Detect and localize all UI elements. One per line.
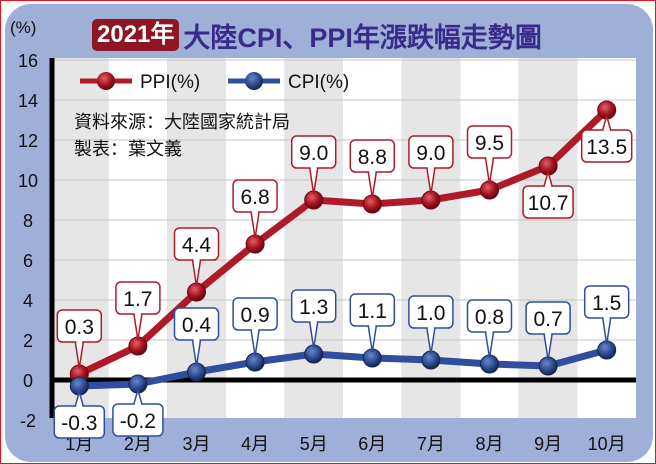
data-label: 1.7 <box>115 281 161 341</box>
data-label: 1.1 <box>349 293 396 353</box>
svg-text:4.4: 4.4 <box>182 234 212 257</box>
legend-item: PPI(%) <box>80 72 200 93</box>
data-label: -0.2 <box>112 387 164 437</box>
svg-text:-0.2: -0.2 <box>120 410 156 433</box>
y-axis-unit: (%) <box>10 18 37 37</box>
source-note: 資料來源：大陸國家統計局 <box>74 112 290 133</box>
svg-text:0.7: 0.7 <box>533 308 562 331</box>
data-label: 0.8 <box>466 299 513 359</box>
data-label: 1.0 <box>408 295 454 355</box>
svg-text:9.5: 9.5 <box>475 132 504 155</box>
svg-text:1.3: 1.3 <box>299 296 328 319</box>
svg-text:8.8: 8.8 <box>358 146 387 169</box>
data-label: 10.7 <box>522 169 574 219</box>
data-label: -0.3 <box>53 389 106 439</box>
svg-text:CPI(%): CPI(%) <box>288 72 349 93</box>
svg-text:13.5: 13.5 <box>586 136 627 159</box>
svg-text:1.1: 1.1 <box>358 300 387 323</box>
data-label: 13.5 <box>580 113 633 163</box>
x-tick-label: 2月 <box>124 434 152 454</box>
x-tick-label: 1月 <box>65 434 93 454</box>
svg-text:1.5: 1.5 <box>592 292 621 315</box>
svg-text:0.4: 0.4 <box>182 314 212 337</box>
y-tick-label: 2 <box>23 331 33 351</box>
x-tick-label: 4月 <box>241 434 269 454</box>
x-tick-label: 5月 <box>300 434 328 454</box>
y-tick-label: 6 <box>23 251 33 271</box>
x-tick-label: 9月 <box>534 434 562 454</box>
data-label: 0.4 <box>173 307 220 367</box>
chart-title: 2021年 大陸CPI、PPI年漲跌幅走勢圖 <box>92 18 542 53</box>
legend-item: CPI(%) <box>228 72 349 93</box>
svg-text:9.0: 9.0 <box>299 142 328 165</box>
data-label: 0.7 <box>525 301 571 361</box>
legend: PPI(%) CPI(%) <box>80 72 349 93</box>
y-tick-label: 14 <box>18 91 38 111</box>
data-label: 4.4 <box>173 227 220 287</box>
svg-text:PPI(%): PPI(%) <box>140 72 200 93</box>
y-tick-label: 4 <box>23 291 33 311</box>
y-tick-label: 0 <box>23 371 33 391</box>
y-tick-label: 16 <box>18 51 38 71</box>
x-tick-label: 10月 <box>588 434 626 454</box>
svg-text:0.3: 0.3 <box>65 316 94 339</box>
data-label: 9.0 <box>290 135 337 195</box>
credit-note: 製表：葉文義 <box>74 139 182 160</box>
y-tick-label: 12 <box>18 131 38 151</box>
svg-text:0.9: 0.9 <box>240 304 269 327</box>
svg-text:0.8: 0.8 <box>475 306 504 329</box>
svg-text:-0.3: -0.3 <box>61 412 97 435</box>
svg-text:9.0: 9.0 <box>416 142 445 165</box>
y-tick-label: -2 <box>20 411 36 431</box>
y-axis-ticks: 16 14 12 10 8 6 4 2 0 -2 <box>18 51 38 431</box>
ppi-line <box>77 107 610 378</box>
series-lines <box>69 100 617 396</box>
column-stripe <box>284 58 343 418</box>
x-tick-label: 6月 <box>358 434 386 454</box>
cpi-line <box>79 346 608 390</box>
x-tick-label: 3月 <box>182 434 210 454</box>
y-tick-label: 8 <box>23 211 33 231</box>
svg-text:1.0: 1.0 <box>416 302 445 325</box>
data-label: 0.3 <box>56 309 103 369</box>
data-labels: 0.3 1.7 4.4 6.8 9.0 8.8 9.0 9.5 10.7 13.5 -0.3 -0.2… <box>53 113 633 439</box>
data-label: 9.0 <box>408 135 454 195</box>
data-label: 8.8 <box>349 139 396 199</box>
svg-text:6.8: 6.8 <box>240 186 269 209</box>
title-year-badge: 2021年 <box>92 19 180 51</box>
data-label: 0.9 <box>232 297 278 357</box>
svg-text:10.7: 10.7 <box>528 192 569 215</box>
title-main-text: 大陸CPI、PPI年漲跌幅走勢圖 <box>183 22 542 53</box>
data-label: 1.3 <box>290 289 337 349</box>
x-axis-ticks: 1月 2月 3月 4月 5月 6月 7月 8月 9月 10月 <box>65 434 625 454</box>
x-tick-label: 7月 <box>417 434 445 454</box>
y-tick-label: 10 <box>18 171 38 191</box>
x-tick-label: 8月 <box>475 434 503 454</box>
data-label: 6.8 <box>232 179 278 239</box>
data-label: 1.5 <box>583 285 630 345</box>
data-label: 9.5 <box>466 125 513 185</box>
svg-text:1.7: 1.7 <box>123 288 152 311</box>
